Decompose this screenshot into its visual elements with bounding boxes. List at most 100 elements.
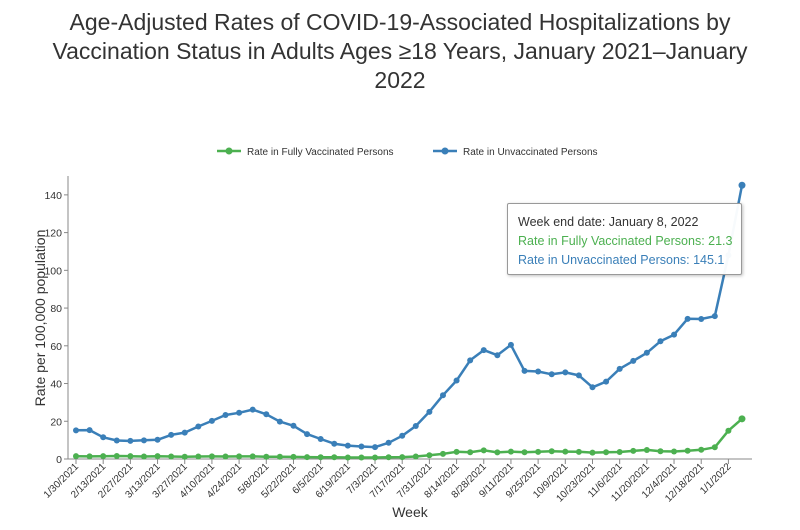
data-point-unvaccinated[interactable] — [603, 378, 610, 385]
data-point-vaccinated[interactable] — [630, 447, 637, 454]
data-point-unvaccinated[interactable] — [711, 313, 718, 320]
data-point-vaccinated[interactable] — [385, 454, 392, 461]
data-point-vaccinated[interactable] — [331, 454, 338, 461]
legend-item-vaccinated[interactable]: Rate in Fully Vaccinated Persons — [217, 147, 394, 158]
data-point-vaccinated[interactable] — [725, 427, 732, 434]
data-point-unvaccinated[interactable] — [399, 432, 406, 439]
data-point-unvaccinated[interactable] — [657, 338, 664, 345]
data-point-unvaccinated[interactable] — [507, 341, 514, 348]
data-point-unvaccinated[interactable] — [439, 392, 446, 399]
data-point-unvaccinated[interactable] — [358, 443, 365, 450]
data-point-vaccinated[interactable] — [222, 453, 229, 460]
data-point-vaccinated[interactable] — [657, 448, 664, 455]
data-point-unvaccinated[interactable] — [616, 365, 623, 372]
data-point-vaccinated[interactable] — [86, 453, 93, 460]
data-point-unvaccinated[interactable] — [168, 431, 175, 438]
data-point-unvaccinated[interactable] — [276, 418, 283, 425]
data-point-unvaccinated[interactable] — [738, 181, 746, 189]
data-point-vaccinated[interactable] — [494, 449, 501, 456]
data-point-vaccinated[interactable] — [562, 448, 569, 455]
data-point-unvaccinated[interactable] — [113, 437, 120, 444]
data-point-vaccinated[interactable] — [453, 448, 460, 455]
data-point-vaccinated[interactable] — [467, 449, 474, 456]
data-point-vaccinated[interactable] — [140, 453, 147, 460]
data-point-vaccinated[interactable] — [399, 454, 406, 461]
data-point-vaccinated[interactable] — [100, 453, 107, 460]
data-point-unvaccinated[interactable] — [385, 439, 392, 446]
data-point-unvaccinated[interactable] — [249, 406, 256, 413]
data-point-unvaccinated[interactable] — [127, 437, 134, 444]
data-point-vaccinated[interactable] — [290, 453, 297, 460]
data-point-unvaccinated[interactable] — [263, 411, 270, 418]
data-point-vaccinated[interactable] — [548, 448, 555, 455]
data-point-vaccinated[interactable] — [73, 453, 79, 460]
data-point-vaccinated[interactable] — [738, 415, 746, 423]
data-point-vaccinated[interactable] — [263, 453, 270, 460]
data-point-vaccinated[interactable] — [507, 448, 514, 455]
data-point-vaccinated[interactable] — [480, 447, 487, 454]
data-point-unvaccinated[interactable] — [73, 427, 79, 434]
data-point-unvaccinated[interactable] — [630, 357, 637, 364]
data-point-vaccinated[interactable] — [671, 448, 678, 455]
data-point-vaccinated[interactable] — [412, 453, 419, 460]
data-point-vaccinated[interactable] — [154, 453, 161, 460]
data-point-vaccinated[interactable] — [521, 449, 528, 456]
data-point-vaccinated[interactable] — [168, 453, 175, 460]
data-point-vaccinated[interactable] — [575, 448, 582, 455]
data-point-unvaccinated[interactable] — [698, 316, 705, 323]
data-point-vaccinated[interactable] — [344, 454, 351, 461]
data-point-unvaccinated[interactable] — [344, 442, 351, 449]
data-point-unvaccinated[interactable] — [140, 437, 147, 444]
data-point-vaccinated[interactable] — [195, 453, 202, 460]
data-point-unvaccinated[interactable] — [290, 422, 297, 429]
data-point-vaccinated[interactable] — [643, 446, 650, 453]
data-point-unvaccinated[interactable] — [521, 367, 528, 374]
data-point-unvaccinated[interactable] — [562, 369, 569, 376]
data-point-vaccinated[interactable] — [304, 454, 311, 461]
data-point-vaccinated[interactable] — [711, 444, 718, 451]
data-point-vaccinated[interactable] — [589, 449, 596, 456]
data-point-unvaccinated[interactable] — [236, 409, 243, 416]
legend[interactable]: Rate in Fully Vaccinated Persons Rate in… — [217, 147, 598, 158]
data-point-vaccinated[interactable] — [684, 447, 691, 454]
data-point-vaccinated[interactable] — [603, 449, 610, 456]
data-point-unvaccinated[interactable] — [331, 440, 338, 447]
data-point-unvaccinated[interactable] — [453, 377, 460, 384]
data-point-unvaccinated[interactable] — [100, 434, 107, 441]
data-point-unvaccinated[interactable] — [86, 427, 93, 434]
data-point-vaccinated[interactable] — [317, 454, 324, 461]
data-point-unvaccinated[interactable] — [304, 431, 311, 438]
data-point-vaccinated[interactable] — [208, 453, 215, 460]
data-point-vaccinated[interactable] — [535, 448, 542, 455]
data-point-unvaccinated[interactable] — [222, 412, 229, 419]
data-point-unvaccinated[interactable] — [181, 429, 188, 436]
data-point-vaccinated[interactable] — [236, 453, 243, 460]
data-point-unvaccinated[interactable] — [575, 372, 582, 379]
data-point-unvaccinated[interactable] — [548, 371, 555, 378]
data-point-unvaccinated[interactable] — [372, 444, 379, 451]
data-point-unvaccinated[interactable] — [317, 436, 324, 443]
data-point-unvaccinated[interactable] — [535, 368, 542, 375]
data-point-unvaccinated[interactable] — [494, 352, 501, 359]
data-point-vaccinated[interactable] — [276, 453, 283, 460]
data-point-unvaccinated[interactable] — [671, 331, 678, 338]
data-point-unvaccinated[interactable] — [412, 422, 419, 429]
data-point-vaccinated[interactable] — [698, 446, 705, 453]
data-point-vaccinated[interactable] — [181, 453, 188, 460]
data-point-vaccinated[interactable] — [358, 454, 365, 461]
data-point-unvaccinated[interactable] — [426, 408, 433, 415]
data-point-vaccinated[interactable] — [113, 452, 120, 459]
data-point-vaccinated[interactable] — [616, 449, 623, 456]
data-point-vaccinated[interactable] — [372, 454, 379, 461]
data-point-vaccinated[interactable] — [127, 453, 134, 460]
data-point-unvaccinated[interactable] — [467, 357, 474, 364]
data-point-unvaccinated[interactable] — [195, 423, 202, 430]
data-point-vaccinated[interactable] — [249, 453, 256, 460]
data-point-unvaccinated[interactable] — [589, 384, 596, 391]
data-point-unvaccinated[interactable] — [643, 349, 650, 356]
data-point-unvaccinated[interactable] — [684, 315, 691, 322]
data-point-vaccinated[interactable] — [439, 450, 446, 457]
legend-item-unvaccinated[interactable]: Rate in Unvaccinated Persons — [433, 147, 598, 158]
data-point-unvaccinated[interactable] — [480, 347, 487, 354]
data-point-unvaccinated[interactable] — [208, 417, 215, 424]
